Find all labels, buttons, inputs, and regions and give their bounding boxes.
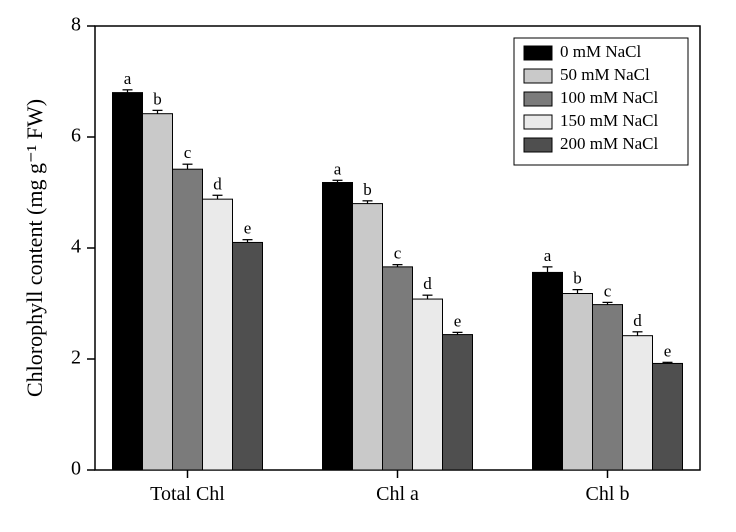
legend-label: 50 mM NaCl — [560, 65, 650, 84]
significance-label: c — [394, 244, 402, 263]
significance-label: d — [213, 174, 222, 193]
significance-label: a — [544, 246, 552, 265]
y-tick-label: 0 — [71, 458, 81, 480]
x-group-label: Chl b — [586, 483, 630, 505]
bar — [563, 294, 593, 470]
y-tick-label: 2 — [71, 347, 81, 369]
y-tick-label: 6 — [71, 125, 81, 147]
y-tick-label: 8 — [71, 14, 81, 36]
significance-label: d — [423, 274, 432, 293]
x-group-label: Total Chl — [150, 483, 225, 505]
significance-label: d — [633, 311, 642, 330]
significance-label: b — [153, 89, 162, 108]
significance-label: a — [124, 69, 132, 88]
significance-label: a — [334, 159, 342, 178]
legend-label: 150 mM NaCl — [560, 111, 659, 130]
chlorophyll-bar-chart: 0 2 4 6 8 Chlorophyll content (mg g⁻¹ FW) Tota… — [0, 0, 736, 532]
bar — [413, 299, 443, 470]
significance-label: c — [604, 281, 612, 300]
y-axis-title: Chlorophyll content (mg g⁻¹ FW) — [22, 99, 47, 397]
legend-label: 100 mM NaCl — [560, 88, 659, 107]
significance-label: e — [664, 341, 672, 360]
significance-label: b — [573, 269, 582, 288]
bar — [113, 93, 143, 470]
legend-swatch — [524, 115, 552, 129]
significance-label: c — [184, 143, 192, 162]
legend-swatch — [524, 46, 552, 60]
legend-label: 0 mM NaCl — [560, 42, 642, 61]
bar — [173, 169, 203, 470]
bar — [143, 114, 173, 470]
bar — [233, 242, 263, 470]
x-group-label: Chl a — [376, 483, 419, 505]
bar — [353, 204, 383, 470]
legend-swatch — [524, 138, 552, 152]
bar — [533, 272, 563, 470]
significance-label: e — [244, 219, 252, 238]
legend-swatch — [524, 92, 552, 106]
bar — [623, 336, 653, 470]
bar — [383, 267, 413, 470]
legend-swatch — [524, 69, 552, 83]
bar — [203, 199, 233, 470]
significance-label: e — [454, 311, 462, 330]
bar — [593, 305, 623, 470]
significance-label: b — [363, 180, 372, 199]
bar — [443, 335, 473, 470]
bar — [653, 363, 683, 470]
legend-label: 200 mM NaCl — [560, 134, 659, 153]
y-tick-label: 4 — [71, 236, 81, 258]
bar — [323, 183, 353, 470]
